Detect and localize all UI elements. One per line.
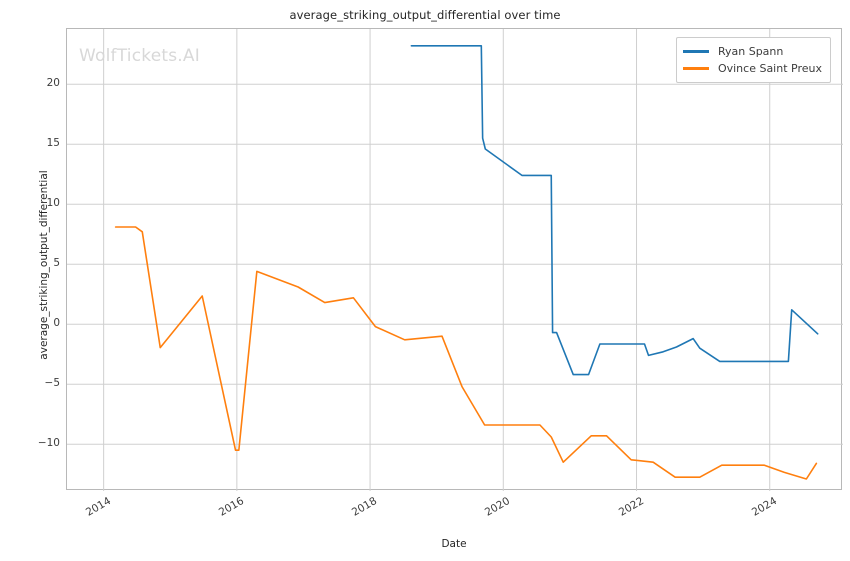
legend-swatch-icon <box>682 67 709 70</box>
legend-label: Ovince Saint Preux <box>717 62 822 75</box>
x-tick-label: 2018 <box>349 495 380 519</box>
x-tick-label: 2022 <box>616 495 646 519</box>
chart-legend[interactable]: Ryan Spann Ovince Saint Preux <box>675 37 831 83</box>
y-axis-tick-labels: 20 15 10 5 0 −5 −10 <box>0 28 60 490</box>
y-tick-label: −5 <box>44 377 60 390</box>
y-tick-label: 0 <box>53 317 60 330</box>
x-axis-tick-labels: 2014 2016 2018 2020 2022 2024 <box>66 495 842 535</box>
legend-item-ryan-spann[interactable]: Ryan Spann <box>682 43 822 60</box>
y-tick-label: 20 <box>46 77 60 90</box>
x-tick-label: 2020 <box>483 495 513 519</box>
plot-area: WolfTickets.AI Ryan Spann Ovince Saint P… <box>66 28 843 491</box>
plot-canvas <box>67 29 843 491</box>
legend-label: Ryan Spann <box>717 45 784 58</box>
y-tick-label: 10 <box>46 197 60 210</box>
x-axis-label: Date <box>441 538 467 550</box>
x-tick-label: 2016 <box>216 495 246 519</box>
legend-item-ovince-saint-preux[interactable]: Ovince Saint Preux <box>682 60 822 77</box>
x-tick-label: 2024 <box>749 495 779 519</box>
y-tick-label: −10 <box>37 437 60 450</box>
x-tick-label: 2014 <box>83 495 113 519</box>
y-axis-label: average_striking_output_differential <box>38 170 50 360</box>
y-tick-label: 15 <box>46 137 60 150</box>
legend-swatch-icon <box>682 50 709 53</box>
chart-title: average_striking_output_differential ove… <box>289 8 561 22</box>
y-tick-label: 5 <box>53 257 60 270</box>
